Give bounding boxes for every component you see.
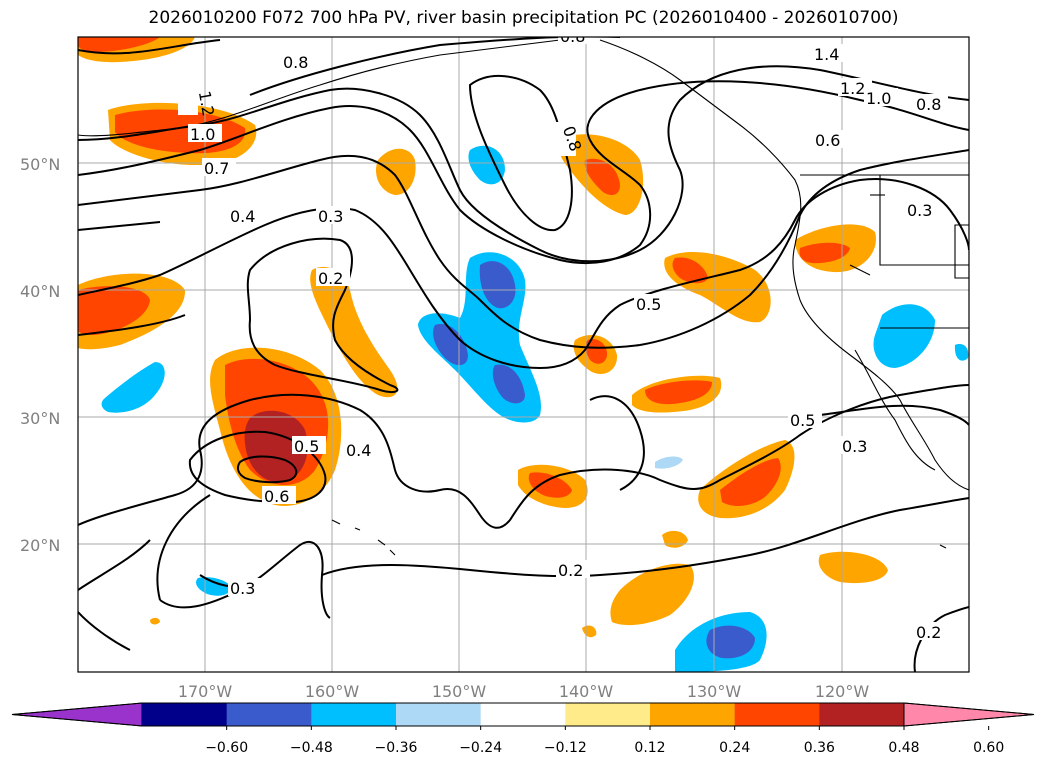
- colorbar-tick-label: −0.36: [375, 740, 418, 756]
- lon-label-120w: 120°W: [815, 682, 870, 701]
- contour-label: 0.5: [636, 295, 661, 314]
- colorbar-outline: [11, 702, 1035, 727]
- contour-label: 0.7: [204, 159, 229, 178]
- contour-label: 0.3: [842, 437, 867, 456]
- colorbar-tick-label: −0.12: [544, 740, 587, 756]
- map-panel: 0.8 1.4 1.2 1.0 0.8 1.2 1.0 0.7 0.8 0.6 …: [78, 27, 969, 672]
- contour-label: 0.8: [916, 95, 941, 114]
- lat-label-30n: 30°N: [20, 409, 60, 428]
- colorbar-tick-label: 0.60: [973, 740, 1004, 756]
- colorbar-tick-label: 0.48: [888, 740, 919, 756]
- colorbar-segment: [396, 703, 482, 726]
- contour-label: 0.6: [264, 487, 289, 506]
- colorbar-tick-label: 0.12: [634, 740, 665, 756]
- contour-label: 0.2: [318, 269, 343, 288]
- contour-label: 0.4: [346, 441, 371, 460]
- colorbar-tick-label: −0.48: [290, 740, 333, 756]
- contour-label: 0.3: [907, 201, 932, 220]
- contour-label: 0.2: [916, 623, 941, 642]
- contour-label: 1.2: [840, 79, 865, 98]
- contour-label: 0.8: [560, 27, 585, 46]
- coastlines: [78, 39, 969, 556]
- colorbar-segment: [142, 703, 228, 726]
- colorbar-extend-high: [903, 702, 1035, 727]
- colorbar-segment: [226, 703, 312, 726]
- contour-label: 1.0: [866, 89, 891, 108]
- lat-label-50n: 50°N: [20, 155, 60, 174]
- contour-label: 0.3: [318, 207, 343, 226]
- colorbar-tick-label: −0.24: [459, 740, 502, 756]
- colorbar-tick-label: 0.24: [719, 740, 750, 756]
- contour-label: 0.6: [815, 131, 840, 150]
- contour-label: 0.3: [230, 579, 255, 598]
- colorbar-segment: [480, 703, 566, 726]
- contour-label: 1.2: [195, 89, 218, 117]
- colorbar-extend-low: [11, 702, 143, 727]
- colorbar-segment: [650, 703, 736, 726]
- contour-label: 0.2: [558, 561, 583, 580]
- pv-contours: [78, 37, 969, 672]
- lon-label-140w: 140°W: [559, 682, 614, 701]
- lat-label-40n: 40°N: [20, 282, 60, 301]
- colorbar-segment: [311, 703, 397, 726]
- contour-label: 0.4: [230, 207, 255, 226]
- contour-label: 1.4: [814, 45, 839, 64]
- lon-label-150w: 150°W: [432, 682, 487, 701]
- colorbar: −0.60 −0.48 −0.36 −0.24 −0.12 0.12 0.24 0.36 0.4…: [11, 702, 1035, 756]
- colorbar-segment: [734, 703, 820, 726]
- contour-label-layer: 0.8 1.4 1.2 1.0 0.8 1.2 1.0 0.7 0.8 0.6 …: [178, 27, 948, 642]
- colorbar-segment: [565, 703, 651, 726]
- contour-label: 1.0: [190, 125, 215, 144]
- map-frame: [77, 36, 970, 673]
- figure-title: 2026010200 F072 700 hPa PV, river basin …: [148, 8, 899, 28]
- contour-label: 0.5: [294, 437, 319, 456]
- contour-label: 0.5: [790, 411, 815, 430]
- lon-label-130w: 130°W: [687, 682, 742, 701]
- colorbar-tick-label: 0.36: [804, 740, 835, 756]
- contour-label: 0.8: [283, 53, 308, 72]
- lon-label-170w: 170°W: [178, 682, 233, 701]
- colorbar-tick-label: −0.60: [205, 740, 248, 756]
- colorbar-segment: [819, 703, 905, 726]
- lat-label-20n: 20°N: [20, 536, 60, 555]
- lon-label-160w: 160°W: [305, 682, 360, 701]
